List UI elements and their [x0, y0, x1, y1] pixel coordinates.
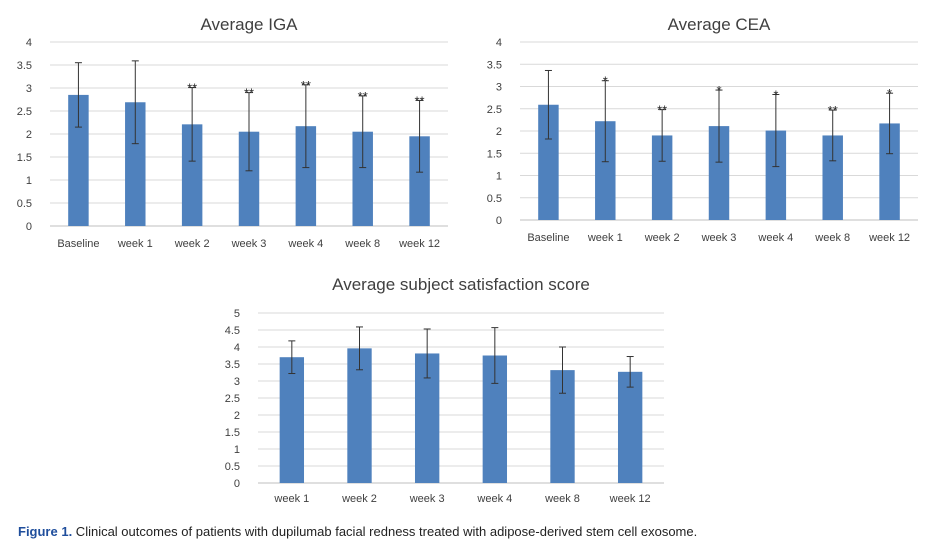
- cea-y-tick-label: 1.5: [487, 148, 502, 160]
- cea-significance-label: *: [603, 74, 608, 89]
- sat-y-tick-label: 0: [234, 478, 240, 490]
- sat-category-label: week 4: [476, 493, 512, 505]
- iga-bar: [409, 136, 430, 226]
- iga-y-tick-label: 0: [26, 221, 32, 233]
- sat-bar: [279, 357, 305, 483]
- chart-average-cea-svg: Average CEA 0 0.5 1 1.5 2 2.5 3 3.5 4 Baseline * wee…: [487, 15, 918, 244]
- iga-bar: [125, 102, 146, 226]
- sat-y-tick-label: 4.5: [225, 325, 240, 337]
- iga-bar: [238, 131, 260, 226]
- cea-bar: [822, 135, 843, 220]
- sat-chart-title: Average subject satisfaction score: [332, 275, 590, 294]
- cea-y-tick-label: 3: [496, 82, 502, 94]
- iga-bar: [295, 126, 317, 226]
- iga-significance-label: **: [301, 78, 311, 93]
- sat-category-label: week 3: [409, 493, 445, 505]
- sat-y-tick-label: 2.5: [225, 393, 240, 405]
- cea-bar: [879, 123, 900, 220]
- iga-y-tick-label: 3.5: [17, 60, 32, 72]
- cea-y-tick-label: 2.5: [487, 104, 502, 116]
- sat-y-tick-label: 4: [234, 342, 240, 354]
- sat-bar: [617, 371, 643, 483]
- iga-category-label: week 1: [117, 238, 153, 250]
- cea-category-label: Baseline: [527, 232, 569, 244]
- iga-bar: [181, 124, 203, 226]
- cea-significance-label: **: [828, 103, 838, 118]
- cea-y-tick-label: 0: [496, 215, 502, 227]
- cea-category-label: week 3: [701, 232, 737, 244]
- iga-chart-title: Average IGA: [200, 15, 298, 34]
- cea-chart-title: Average CEA: [668, 15, 771, 34]
- iga-category-label: Baseline: [57, 238, 99, 250]
- cea-y-tick-label: 1: [496, 171, 502, 183]
- cea-category-label: week 12: [868, 232, 910, 244]
- cea-bar: [538, 104, 559, 220]
- figure-caption-label: Figure 1.: [18, 524, 73, 539]
- iga-y-tick-label: 4: [26, 37, 32, 49]
- iga-category-label: week 2: [174, 238, 210, 250]
- iga-y-tick-label: 2.5: [17, 106, 32, 118]
- sat-y-tick-label: 2: [234, 410, 240, 422]
- chart-average-iga-svg: Average IGA 0 0.5 1 1.5 2 2.5 3 3.5 4 Baseline week…: [17, 15, 448, 250]
- chart-average-iga: Average IGA 0 0.5 1 1.5 2 2.5 3 3.5 4 Baseline week…: [0, 0, 460, 260]
- iga-bar: [352, 131, 373, 226]
- sat-y-tick-label: 1: [234, 444, 240, 456]
- sat-category-label: week 1: [273, 493, 309, 505]
- iga-significance-label: **: [244, 86, 254, 101]
- iga-y-tick-label: 0.5: [17, 198, 32, 210]
- iga-significance-label: **: [358, 89, 368, 104]
- iga-category-label: week 8: [344, 238, 380, 250]
- cea-bar: [765, 130, 787, 220]
- sat-y-tick-label: 3: [234, 376, 240, 388]
- chart-average-cea: Average CEA 0 0.5 1 1.5 2 2.5 3 3.5 4 Baseline * wee…: [468, 0, 928, 260]
- cea-y-tick-label: 0.5: [487, 193, 502, 205]
- cea-bar: [708, 126, 730, 220]
- sat-category-label: week 2: [341, 493, 377, 505]
- cea-category-label: week 2: [644, 232, 680, 244]
- iga-y-tick-label: 1.5: [17, 152, 32, 164]
- cea-significance-label: *: [887, 86, 892, 101]
- cea-y-tick-label: 3.5: [487, 59, 502, 71]
- sat-bar: [347, 348, 372, 483]
- figure-caption: Figure 1. Clinical outcomes of patients …: [18, 524, 928, 539]
- sat-category-label: week 12: [609, 493, 651, 505]
- sat-y-tick-label: 3.5: [225, 359, 240, 371]
- cea-y-tick-label: 2: [496, 126, 502, 138]
- sat-y-tick-label: 1.5: [225, 427, 240, 439]
- iga-significance-label: **: [415, 93, 425, 108]
- cea-significance-label: *: [716, 83, 721, 98]
- cea-category-label: week 1: [587, 232, 623, 244]
- sat-y-tick-label: 0.5: [225, 461, 240, 473]
- iga-category-label: week 4: [287, 238, 323, 250]
- chart-satisfaction-score-svg: Average subject satisfaction score 0 0.5 1 1…: [225, 275, 664, 505]
- sat-category-label: week 8: [544, 493, 580, 505]
- cea-significance-label: **: [657, 103, 667, 118]
- sat-y-tick-label: 5: [234, 308, 240, 320]
- cea-category-label: week 4: [757, 232, 793, 244]
- iga-category-label: week 12: [398, 238, 440, 250]
- iga-y-tick-label: 3: [26, 83, 32, 95]
- cea-bar: [595, 121, 616, 220]
- figure-caption-text: Clinical outcomes of patients with dupil…: [72, 524, 698, 539]
- cea-y-tick-label: 4: [496, 37, 502, 49]
- cea-bar: [651, 135, 673, 220]
- iga-bar: [68, 94, 89, 227]
- cea-category-label: week 8: [814, 232, 850, 244]
- iga-y-tick-label: 1: [26, 175, 32, 187]
- iga-category-label: week 3: [231, 238, 267, 250]
- iga-y-tick-label: 2: [26, 129, 32, 141]
- chart-satisfaction-score: Average subject satisfaction score 0 0.5 1 1…: [200, 266, 720, 516]
- iga-significance-label: **: [187, 81, 197, 96]
- cea-significance-label: *: [773, 88, 778, 103]
